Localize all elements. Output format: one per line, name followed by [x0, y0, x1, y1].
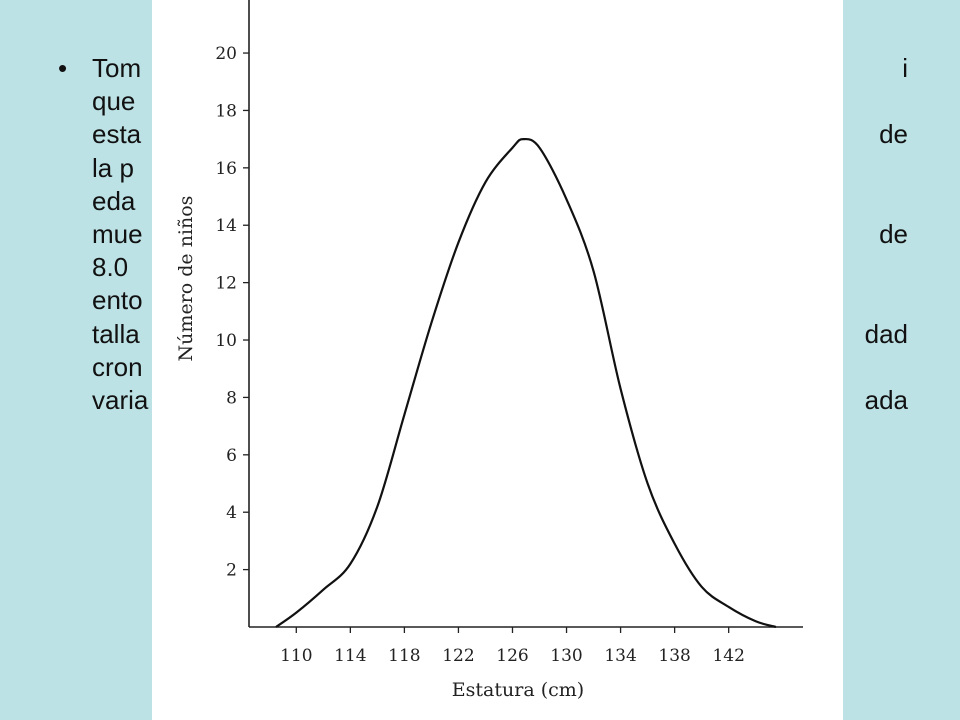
x-tick-label: 142: [712, 646, 744, 666]
x-tick-label: 110: [280, 646, 312, 666]
chart-panel: 110 114 118 122 126 130 134 138 142 2 4 6 8 10 12 14 16 1…: [152, 0, 843, 720]
x-tick-label: 126: [496, 646, 528, 666]
x-tick-label: 118: [388, 646, 420, 666]
slide-text-fragment: esta: [92, 119, 142, 150]
x-tick-label: 114: [334, 646, 366, 666]
x-tick-label: 122: [442, 646, 474, 666]
slide-text-fragment: ada: [864, 385, 908, 415]
bullet-icon: •: [58, 53, 68, 83]
y-tick-label: 12: [215, 274, 237, 294]
slide-text-fragment: Tom: [92, 53, 142, 83]
y-axis-title: Número de niños: [175, 196, 197, 362]
y-tick-label: 6: [226, 446, 237, 466]
slide-text-fragment: de: [879, 219, 908, 249]
y-tick-label: 2: [226, 561, 237, 581]
slide-text-fragment: eda: [92, 185, 136, 216]
x-tick-label: 130: [550, 646, 582, 666]
slide-text-fragment: i: [902, 53, 908, 83]
slide-text-fragment: la p: [92, 152, 134, 183]
slide-text-fragment: ento: [92, 285, 143, 316]
y-tick-label: 14: [215, 216, 237, 236]
slide-text-fragment: varia: [92, 385, 149, 415]
y-tick-label: 20: [215, 44, 237, 64]
y-tick-label: 16: [215, 159, 237, 179]
slide-text-fragment: que: [92, 86, 136, 117]
y-tick-label: 8: [226, 388, 237, 408]
slide-text-fragment: cron: [92, 351, 143, 382]
series-line-distribution: [275, 137, 777, 629]
x-axis-title: Estatura (cm): [452, 679, 584, 701]
slide-text-fragment: 8.0: [92, 252, 129, 283]
slide-text-fragment: mue: [92, 219, 143, 249]
slide-text-fragment: talla: [92, 318, 140, 349]
x-tick-label: 138: [658, 646, 690, 666]
height-distribution-chart: 110 114 118 122 126 130 134 138 142 2 4 6 8 10 12 14 16 1…: [175, 0, 803, 701]
y-tick-label: 4: [226, 503, 237, 523]
x-tick-label: 134: [604, 646, 636, 666]
y-tick-label: 18: [215, 101, 237, 121]
y-tick-label: 10: [215, 331, 237, 351]
slide-text-fragment: dad: [864, 318, 908, 349]
slide-text-fragment: de: [879, 119, 908, 150]
